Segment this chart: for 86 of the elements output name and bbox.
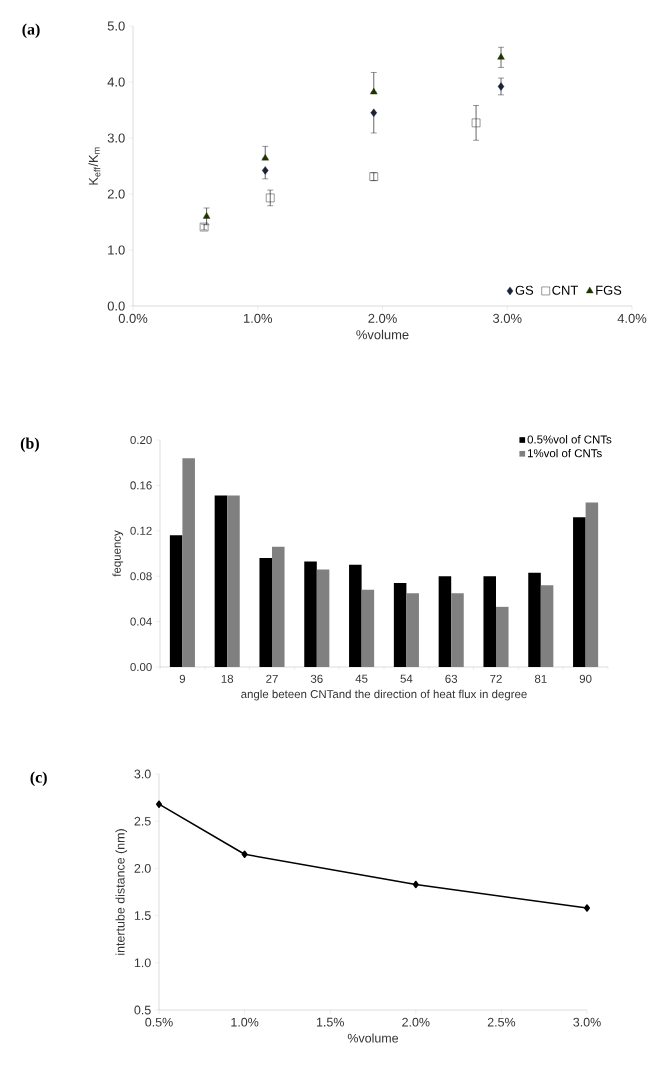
point — [497, 82, 505, 91]
x-tick-label: 81 — [534, 674, 547, 683]
y-tick-label: 0.0 — [107, 301, 125, 311]
x-tick-label: 9 — [179, 674, 186, 683]
point — [497, 53, 505, 60]
bar — [528, 572, 541, 667]
bar — [585, 502, 599, 667]
y-tick-label: 4.0 — [107, 77, 125, 87]
y-tick-label: 0.04 — [130, 617, 152, 626]
x-tick-label: 4.0% — [617, 313, 647, 323]
x-tick-label: 1.5% — [316, 1017, 344, 1027]
bar — [438, 576, 452, 667]
point — [412, 880, 419, 889]
x-tick-label: 3.0% — [573, 1017, 601, 1027]
x-tick-label: 0.0% — [118, 313, 148, 323]
x-tick-label: 90 — [579, 674, 592, 683]
bar — [406, 593, 419, 667]
y-tick-label: 2.0 — [107, 189, 125, 199]
y-tick-label: 1.0 — [108, 245, 125, 255]
text: (b) — [20, 437, 39, 452]
point — [262, 166, 269, 175]
y-tick-label: 0.12 — [130, 526, 152, 535]
y-axis-title: intertube distance (nm) — [115, 829, 128, 955]
bar — [573, 517, 586, 667]
x-tick-label: 63 — [445, 674, 458, 683]
legend-label: FGS — [596, 285, 622, 295]
point — [202, 212, 211, 219]
y-axis-title: fequency — [112, 530, 124, 577]
bar — [304, 561, 317, 667]
y-tick-label: 1.5 — [134, 911, 151, 920]
y-axis-title: K$_{eff}$/K$_{m}$ — [88, 147, 101, 185]
x-tick-label: 45 — [355, 674, 368, 683]
bar — [349, 564, 362, 667]
y-tick-label: 5.0 — [107, 21, 125, 31]
legend-label: 1%vol of CNTs — [527, 448, 602, 458]
bar — [169, 535, 183, 667]
x-tick-label: 1.0% — [243, 313, 273, 323]
bar — [496, 606, 509, 667]
x-tick-label: 18 — [221, 674, 234, 683]
point — [156, 800, 162, 808]
y-tick-label: 3.0 — [107, 133, 125, 143]
bar — [272, 546, 285, 667]
bar — [182, 458, 195, 667]
chart-title: (c) — [30, 771, 47, 786]
x-tick-label: 2.5% — [487, 1017, 516, 1027]
x-tick-label: 54 — [400, 674, 413, 683]
y-tick-label: 0.20 — [130, 435, 152, 445]
bar — [214, 495, 228, 667]
y-tick-label: 2.0 — [134, 864, 151, 873]
point — [471, 118, 481, 128]
bar — [483, 576, 496, 667]
x-tick-label: 27 — [266, 674, 278, 683]
legend-label: CNT — [552, 285, 578, 295]
y-tick-label: 0.00 — [130, 662, 152, 672]
point — [584, 904, 590, 912]
point — [241, 850, 248, 858]
bar — [451, 593, 464, 667]
chart-title: (a) — [22, 23, 40, 38]
point — [261, 153, 269, 161]
x-tick-label: 2.0% — [368, 313, 397, 323]
bar — [361, 589, 375, 667]
x-tick-label: 3.0% — [492, 313, 522, 323]
bar — [227, 495, 240, 667]
x-tick-label: 0.5% — [145, 1017, 173, 1027]
y-tick-label: 0.16 — [130, 481, 152, 490]
x-tick-label: 36 — [310, 674, 323, 683]
y-tick-label: 1.0 — [134, 958, 151, 968]
x-tick-label: 1.0% — [231, 1017, 259, 1027]
bar — [259, 558, 272, 667]
legend-label: 0.5%vol of CNTs — [527, 435, 612, 444]
x-tick-label: 72 — [490, 674, 502, 683]
bar — [393, 583, 407, 667]
y-tick-label: 0.5 — [134, 1005, 151, 1015]
bar — [540, 585, 554, 667]
legend-label: GS — [515, 285, 534, 295]
y-tick-label: 0.08 — [130, 572, 152, 581]
x-axis-title: angle beteen CNTand the direction of heat flux in degree — [241, 689, 527, 701]
x-tick-label: 2.0% — [402, 1017, 430, 1027]
bar — [316, 569, 330, 667]
point — [370, 87, 378, 95]
y-tick-label: 3.0 — [134, 769, 151, 779]
point — [266, 193, 275, 203]
x-axis-title: %volume — [356, 329, 409, 340]
point — [370, 108, 377, 117]
x-axis-title: %volume — [347, 1033, 399, 1043]
y-tick-label: 2.5 — [134, 816, 151, 826]
